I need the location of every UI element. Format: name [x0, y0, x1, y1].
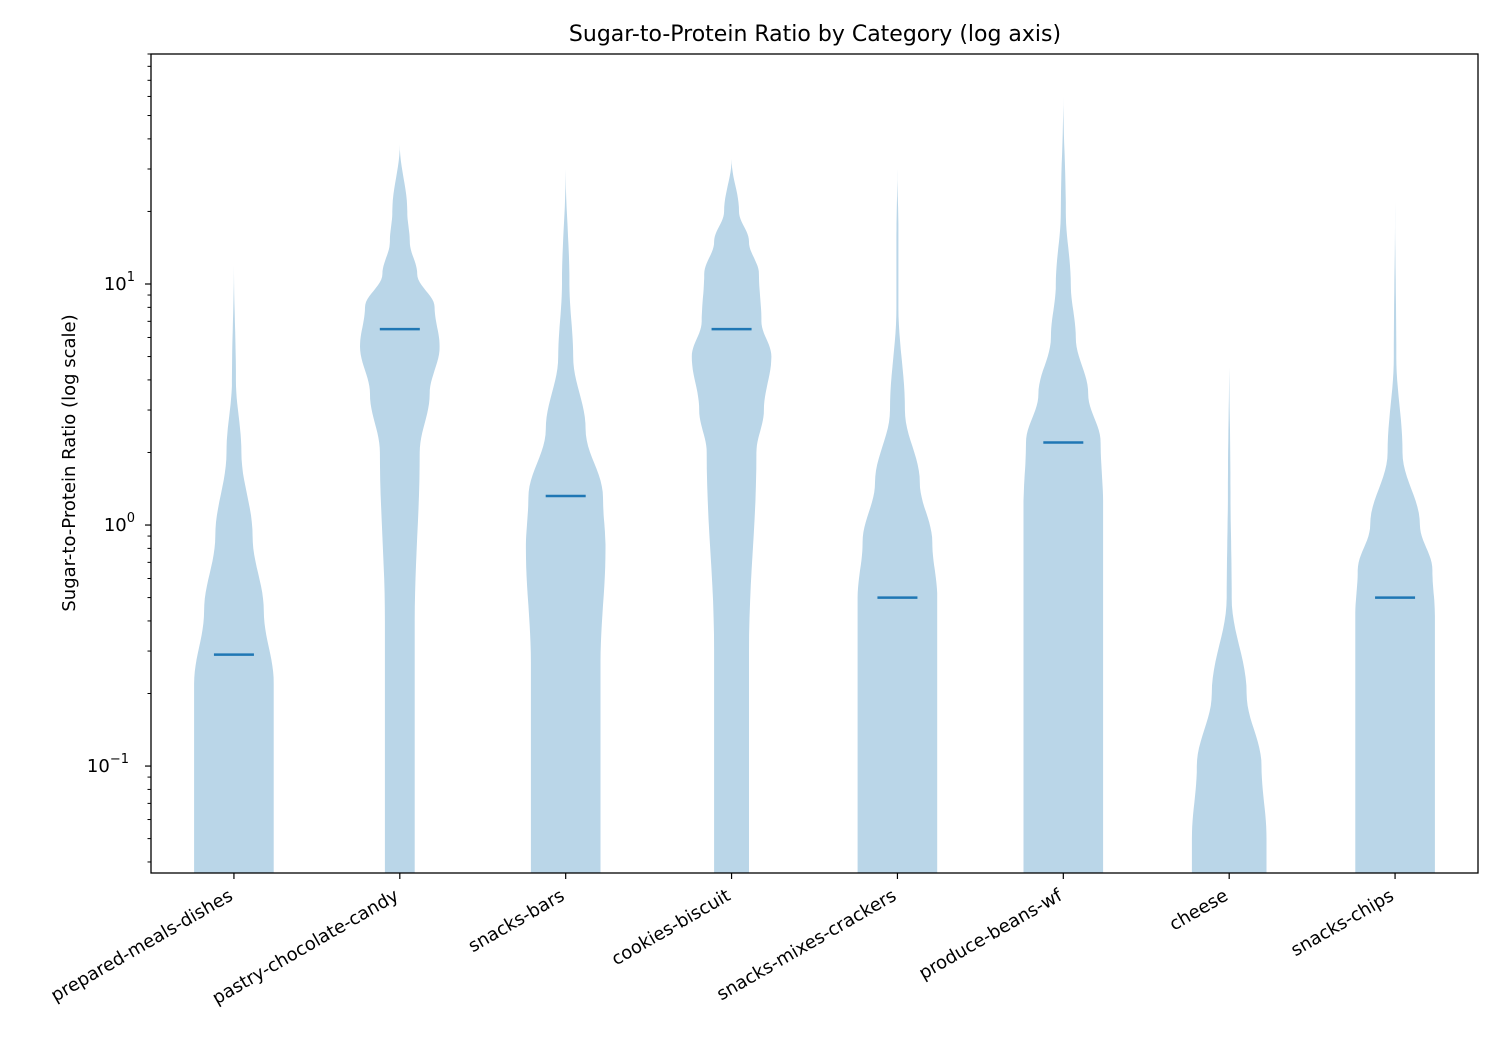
y-tick-label-10: 101	[104, 270, 135, 295]
x-axis-ticks: prepared-meals-dishespastry-chocolate-ca…	[47, 873, 1398, 1009]
violins-group	[194, 96, 1435, 874]
medians-group	[213, 327, 1416, 656]
violin-cheese	[1191, 356, 1267, 874]
violin-cookies-biscuit	[691, 159, 772, 873]
y-axis-ticks: 10−1 100 101	[87, 53, 151, 863]
x-tick-label-cookies-biscuit: cookies-biscuit	[608, 885, 734, 970]
x-tick-label-produce-beans-wf: produce-beans-wf	[915, 885, 1066, 984]
violin-snacks-mixes-crackers	[857, 169, 938, 873]
x-tick-label-snacks-bars: snacks-bars	[465, 885, 568, 957]
violin-pastry-chocolate-candy	[360, 144, 440, 874]
y-tick-label-0.1: 10−1	[87, 752, 129, 777]
x-tick-label-snacks-chips: snacks-chips	[1287, 885, 1397, 961]
x-tick-label-cheese: cheese	[1166, 885, 1232, 935]
violin-snacks-bars	[525, 169, 606, 873]
x-tick-label-snacks-mixes-crackers: snacks-mixes-crackers	[713, 885, 900, 1005]
violin-snacks-chips	[1355, 201, 1435, 873]
x-tick-label-pastry-chocolate-candy: pastry-chocolate-candy	[209, 885, 403, 1009]
violin-produce-beans-wf	[1023, 96, 1104, 873]
chart-title: Sugar-to-Protein Ratio by Category (log …	[569, 22, 1061, 47]
y-tick-label-1: 100	[104, 511, 135, 536]
x-tick-label-prepared-meals-dishes: prepared-meals-dishes	[47, 885, 236, 1006]
y-axis-label: Sugar-to-Protein Ratio (log scale)	[59, 314, 80, 611]
violin-prepared-meals-dishes	[194, 264, 274, 873]
plot-frame	[150, 53, 1479, 874]
